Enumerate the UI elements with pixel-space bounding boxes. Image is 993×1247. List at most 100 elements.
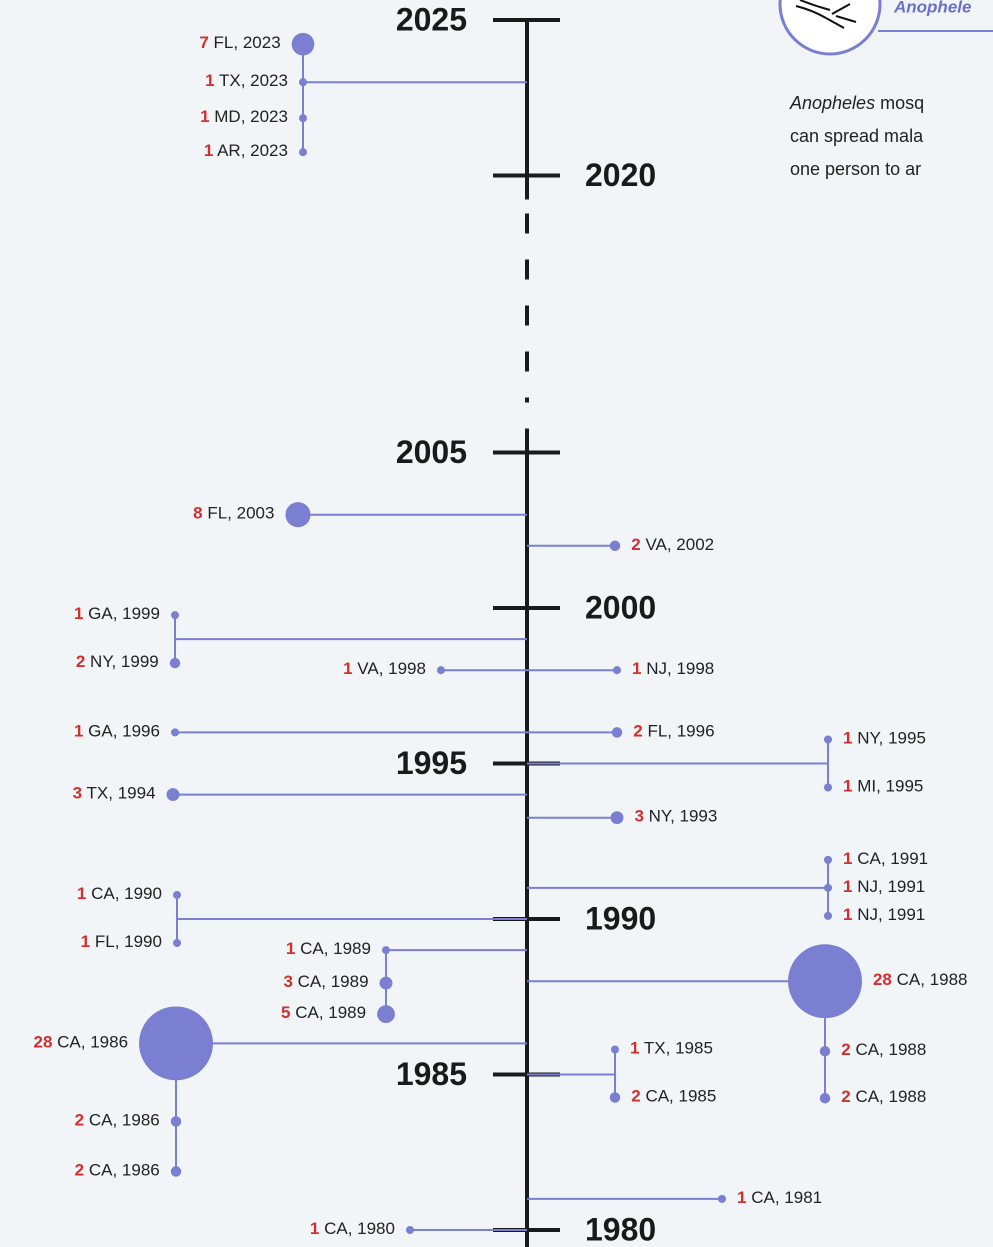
case-marker xyxy=(172,938,182,948)
tick-label: 1995 xyxy=(396,745,467,781)
case-marker xyxy=(166,788,180,802)
tick-label: 2020 xyxy=(585,157,656,193)
case-marker xyxy=(285,502,311,528)
tick-label: 1990 xyxy=(585,900,656,936)
case-marker xyxy=(298,148,308,157)
case-count: 1 xyxy=(81,932,90,951)
case-count: 1 xyxy=(343,660,352,679)
case-marker xyxy=(169,657,181,669)
case-count: 1 xyxy=(310,1219,319,1238)
case-place-year: CA, 1991 xyxy=(857,849,928,868)
case-marker xyxy=(436,666,446,675)
description-line: one person to ar xyxy=(790,159,921,179)
case-label: 1 GA, 1999 xyxy=(74,605,160,624)
case-place-year: CA, 1988 xyxy=(855,1041,926,1060)
case-count: 1 xyxy=(843,905,852,924)
case-marker xyxy=(612,666,622,675)
event-group: 1 CA, 1980 xyxy=(310,1219,527,1238)
case-label: 1 CA, 1990 xyxy=(77,884,162,903)
case-marker xyxy=(610,1045,620,1054)
case-place-year: AR, 2023 xyxy=(217,142,288,161)
case-count: 1 xyxy=(632,660,641,679)
case-count: 2 xyxy=(76,653,85,672)
case-place-year: GA, 1999 xyxy=(88,605,160,624)
case-count: 8 xyxy=(193,504,202,523)
tick-label: 1980 xyxy=(585,1211,656,1247)
event-group: 1 CA, 1990 1 FL, 1990 xyxy=(77,884,527,951)
case-place-year: NJ, 1991 xyxy=(857,877,925,896)
case-label: 1 CA, 1989 xyxy=(286,940,371,959)
case-label: 28 CA, 1988 xyxy=(873,971,968,990)
tick-label: 1985 xyxy=(396,1056,467,1092)
case-marker xyxy=(609,540,621,552)
case-label: 3 CA, 1989 xyxy=(283,973,368,992)
case-label: 1 FL, 1990 xyxy=(81,932,162,951)
event-group: 1 GA, 1996 xyxy=(74,722,527,741)
case-place-year: CA, 1989 xyxy=(300,940,371,959)
case-label: 5 CA, 1989 xyxy=(281,1004,366,1023)
case-count: 1 xyxy=(843,729,852,748)
case-place-year: TX, 1985 xyxy=(644,1039,713,1058)
event-group: 1 VA, 1998 xyxy=(343,660,527,679)
case-count: 3 xyxy=(634,807,643,826)
case-place-year: CA, 1985 xyxy=(645,1087,716,1106)
mosquito-icon xyxy=(795,0,857,29)
case-label: 1 GA, 1996 xyxy=(74,722,160,741)
description-line: Anopheles mosq xyxy=(789,93,924,113)
case-count: 7 xyxy=(199,34,208,53)
case-label: 1 CA, 1991 xyxy=(843,849,928,868)
tick-label: 2005 xyxy=(396,434,467,470)
case-marker xyxy=(823,735,833,744)
case-label: 2 CA, 1986 xyxy=(75,1111,160,1130)
case-marker xyxy=(611,727,623,738)
case-label: 1 MI, 1995 xyxy=(843,777,923,796)
case-label: 1 NJ, 1991 xyxy=(843,877,925,896)
case-marker xyxy=(788,944,862,1019)
case-place-year: FL, 2023 xyxy=(214,34,281,53)
case-place-year: CA, 1988 xyxy=(855,1088,926,1107)
case-place-year: FL, 2003 xyxy=(207,504,274,523)
case-label: 28 CA, 1986 xyxy=(33,1033,128,1052)
case-label: 1 CA, 1980 xyxy=(310,1219,395,1238)
case-marker xyxy=(298,78,308,87)
case-place-year: GA, 1996 xyxy=(88,722,160,741)
case-label: 3 NY, 1993 xyxy=(634,807,717,826)
case-count: 1 xyxy=(843,777,852,796)
case-count: 1 xyxy=(200,108,209,127)
case-label: 8 FL, 2003 xyxy=(193,504,274,523)
event-group: 8 FL, 2003 xyxy=(193,502,527,528)
case-marker xyxy=(379,976,393,990)
case-place-year: CA, 1990 xyxy=(91,884,162,903)
case-count: 2 xyxy=(841,1088,850,1107)
case-count: 28 xyxy=(33,1033,52,1052)
event-group: 1 NJ, 1998 xyxy=(527,660,714,679)
case-label: 3 TX, 1994 xyxy=(73,784,156,803)
case-marker xyxy=(170,1166,182,1177)
case-label: 1 TX, 2023 xyxy=(205,72,288,91)
case-count: 3 xyxy=(283,973,292,992)
case-marker xyxy=(823,883,833,892)
event-group: 3 NY, 1993 xyxy=(527,807,717,826)
case-label: 2 CA, 1988 xyxy=(841,1088,926,1107)
case-place-year: TX, 1994 xyxy=(87,784,156,803)
case-place-year: NJ, 1991 xyxy=(857,905,925,924)
case-place-year: NY, 1999 xyxy=(90,653,159,672)
case-place-year: VA, 1998 xyxy=(357,660,426,679)
case-count: 2 xyxy=(841,1041,850,1060)
event-group: 1 CA, 1989 3 CA, 1989 5 CA, 1989 xyxy=(281,940,527,1023)
case-label: 2 FL, 1996 xyxy=(633,722,714,741)
case-place-year: MI, 1995 xyxy=(857,777,923,796)
case-marker xyxy=(823,911,833,920)
case-label: 7 FL, 2023 xyxy=(199,34,280,53)
case-label: 1 MD, 2023 xyxy=(200,108,288,127)
case-place-year: FL, 1990 xyxy=(95,932,162,951)
case-marker xyxy=(381,946,391,955)
case-count: 1 xyxy=(630,1039,639,1058)
case-count: 2 xyxy=(631,535,640,554)
event-group: 1 CA, 1981 xyxy=(527,1188,822,1207)
